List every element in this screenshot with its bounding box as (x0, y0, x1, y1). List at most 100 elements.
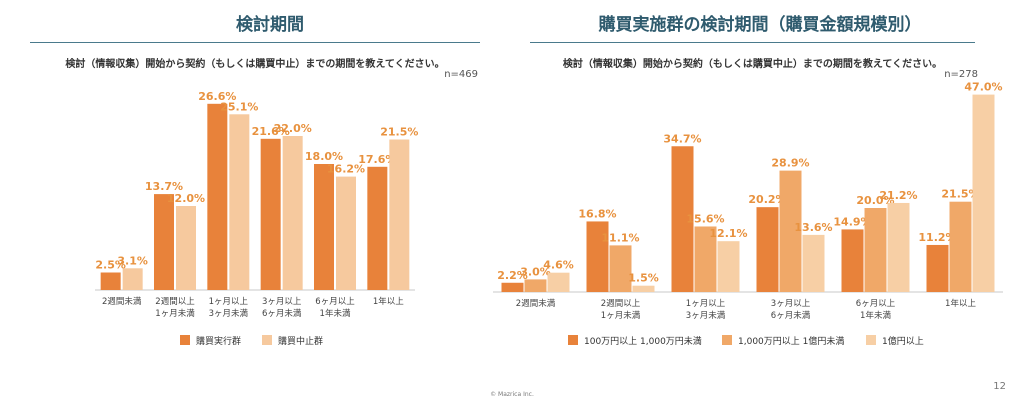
chart1-value-label: 20.2% (748, 193, 786, 206)
page-number: 12 (993, 381, 1006, 392)
chart0-value-label: 22.0% (274, 122, 312, 135)
chart0-category-label: 6ヶ月以上 (315, 297, 355, 307)
chart0-value-label: 3.1% (117, 254, 148, 267)
chart1-value-label: 28.9% (771, 157, 809, 170)
chart1-legend-swatch (866, 335, 876, 345)
chart1-category-label: 3ヶ月以上 (771, 299, 811, 309)
left-title-rule (30, 42, 480, 43)
chart1-category-label: 1ヶ月以上 (686, 299, 726, 309)
chart1-bar (887, 202, 910, 292)
chart0-value-label: 13.7% (145, 180, 183, 193)
left-chart-question: 検討（情報収集）開始から契約（もしくは購買中止）までの期間を教えてください。 (65, 59, 445, 70)
chart1-value-label: 4.6% (543, 259, 574, 272)
chart0-category-label: 1ヶ月未満 (155, 308, 195, 319)
chart1-value-label: 21.2% (879, 189, 917, 202)
chart1-bar (632, 285, 655, 292)
chart0-bar (314, 164, 334, 290)
right-chart-title: 購買実施群の検討期間（購買金額規模別） (598, 15, 922, 35)
chart1-legend-swatch (722, 335, 732, 345)
chart1-bar (671, 146, 694, 292)
chart0-legend-swatch (262, 335, 272, 345)
chart0-bar (154, 194, 174, 290)
chart0-bar (367, 166, 388, 290)
chart1-value-label: 11.1% (601, 231, 639, 244)
chart1-value-label: 47.0% (964, 81, 1002, 94)
chart0-category-label: 6ヶ月未満 (262, 308, 302, 319)
chart1-value-label: 34.7% (663, 132, 701, 145)
chart1-bar (501, 282, 524, 292)
chart1-bar (802, 234, 825, 292)
chart0-category-label: 3ヶ月以上 (262, 297, 302, 307)
chart0-category-label: 1ヶ月以上 (209, 297, 249, 307)
chart0-bar (100, 272, 121, 290)
chart0-bar (229, 114, 250, 290)
chart1-bar (779, 170, 802, 292)
chart0-value-label: 2.5% (95, 259, 126, 272)
chart1-bar (949, 201, 972, 292)
chart0-value-label: 12.0% (167, 192, 205, 205)
chart0-category-label: 3ヶ月未満 (209, 308, 249, 319)
chart0-legend-label: 購買中止群 (278, 335, 323, 347)
chart1-value-label: 15.6% (686, 212, 724, 225)
chart1-bar (756, 207, 779, 292)
chart1-bar (717, 241, 740, 292)
chart1-category-label: 1年未満 (860, 310, 891, 321)
chart1-bar (926, 244, 949, 292)
chart1-value-label: 2.2% (497, 269, 528, 282)
chart1-bar (864, 208, 887, 292)
chart0-category-label: 1年未満 (320, 308, 351, 319)
chart1-value-label: 3.0% (520, 265, 551, 278)
copyright-footer: © Mazrica Inc. (490, 391, 534, 398)
right-chart-question: 検討（情報収集）開始から契約（もしくは購買中止）までの期間を教えてください。 (562, 59, 943, 70)
chart0-value-label: 26.6% (198, 90, 236, 103)
chart1-bar (524, 279, 547, 292)
chart1-category-label: 2週間未満 (516, 298, 556, 309)
chart0-bar (282, 136, 303, 290)
right-sample-size: n=278 (944, 69, 978, 80)
chart1-legend-label: 1,000万円以上 1億円未満 (738, 335, 844, 347)
chart1-bar (609, 245, 632, 292)
chart1-value-label: 20.0% (856, 194, 894, 207)
chart1-value-label: 21.5% (941, 188, 979, 201)
chart1-category-label: 6ヶ月未満 (771, 310, 811, 321)
left-sample-size: n=469 (444, 69, 478, 80)
chart0-value-label: 21.6% (252, 125, 290, 138)
chart0-legend-swatch (180, 335, 190, 345)
chart1-category-label: 2週間以上 (601, 299, 641, 309)
chart1-category-label: 3ヶ月未満 (686, 310, 726, 321)
right-title-rule (530, 42, 975, 43)
chart1-value-label: 1.5% (628, 272, 659, 285)
chart1-value-label: 16.8% (578, 207, 616, 220)
chart0-bar (260, 138, 281, 290)
chart0-bar (122, 268, 143, 290)
chart0-category-label: 2週間以上 (155, 297, 195, 307)
left-chart-title: 検討期間 (236, 15, 304, 35)
chart1-bar (972, 94, 995, 292)
chart0-value-label: 17.6% (358, 153, 396, 166)
chart0-category-label: 2週間未満 (102, 296, 142, 307)
chart0-bar (336, 176, 356, 290)
chart0-category-label: 1年以上 (373, 296, 404, 307)
chart0-value-label: 16.2% (327, 163, 365, 176)
chart1-legend-swatch (568, 335, 578, 345)
chart1-bar (694, 226, 717, 292)
chart1-value-label: 14.9% (833, 215, 871, 228)
chart1-category-label: 1ヶ月未満 (601, 310, 641, 321)
chart1-legend-label: 100万円以上 1,000万円未満 (584, 335, 702, 347)
chart0-value-label: 18.0% (305, 150, 343, 163)
chart0-legend-label: 購買実行群 (196, 335, 241, 347)
chart1-category-label: 6ヶ月以上 (856, 299, 896, 309)
chart0-bar (176, 206, 196, 290)
chart1-bar (841, 229, 864, 292)
chart0-value-label: 25.1% (220, 100, 258, 113)
chart0-value-label: 21.5% (380, 126, 418, 139)
chart1-bar (586, 221, 609, 292)
chart1-value-label: 13.6% (794, 221, 832, 234)
chart1-bar (547, 272, 570, 292)
chart1-value-label: 11.2% (918, 231, 956, 244)
chart0-bar (207, 103, 228, 290)
chart1-legend-label: 1億円以上 (882, 335, 924, 347)
chart0-bar (389, 139, 410, 290)
chart1-value-label: 12.1% (709, 227, 747, 240)
